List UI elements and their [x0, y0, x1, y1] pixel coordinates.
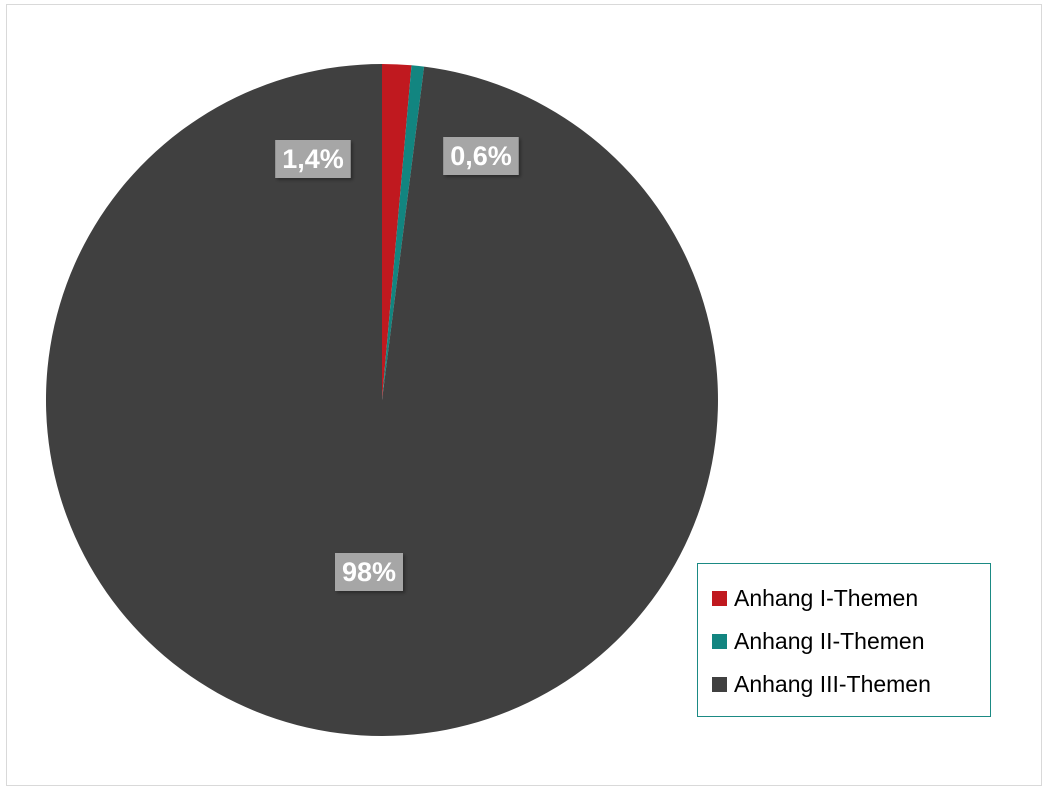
data-label-box — [275, 140, 351, 178]
pie-slice-anhang-iii-themen — [45, 64, 718, 737]
data-label-text: 1,4% — [282, 144, 344, 174]
legend-item-anhang-ii: Anhang II-Themen — [712, 620, 990, 663]
legend-label-anhang-ii: Anhang II-Themen — [734, 628, 925, 654]
data-label-box — [335, 553, 403, 591]
chart-legend: Anhang I-Themen Anhang II-Themen Anhang … — [697, 563, 991, 717]
legend-item-anhang-iii: Anhang III-Themen — [712, 663, 990, 706]
legend-swatch-anhang-i — [712, 591, 727, 606]
pie-slices — [45, 64, 718, 737]
pie-data-labels: 1,4% 0,6% 98% — [275, 137, 519, 591]
legend-swatch-anhang-iii — [712, 677, 727, 692]
data-label-anhang-iii-themen: 98% — [335, 553, 403, 591]
pie-slice-anhang-i-themen — [382, 64, 412, 400]
legend-label-anhang-i: Anhang I-Themen — [734, 585, 919, 611]
data-label-text: 98% — [342, 557, 396, 587]
data-label-text: 0,6% — [450, 141, 512, 171]
legend-label-anhang-iii: Anhang III-Themen — [734, 671, 931, 697]
data-label-anhang-ii-themen: 0,6% — [443, 137, 519, 175]
data-label-anhang-i-themen: 1,4% — [275, 140, 351, 178]
legend-item-anhang-i: Anhang I-Themen — [712, 577, 990, 620]
legend-swatch-anhang-ii — [712, 634, 727, 649]
pie-slice-anhang-ii-themen — [382, 65, 425, 401]
data-label-box — [443, 137, 519, 175]
